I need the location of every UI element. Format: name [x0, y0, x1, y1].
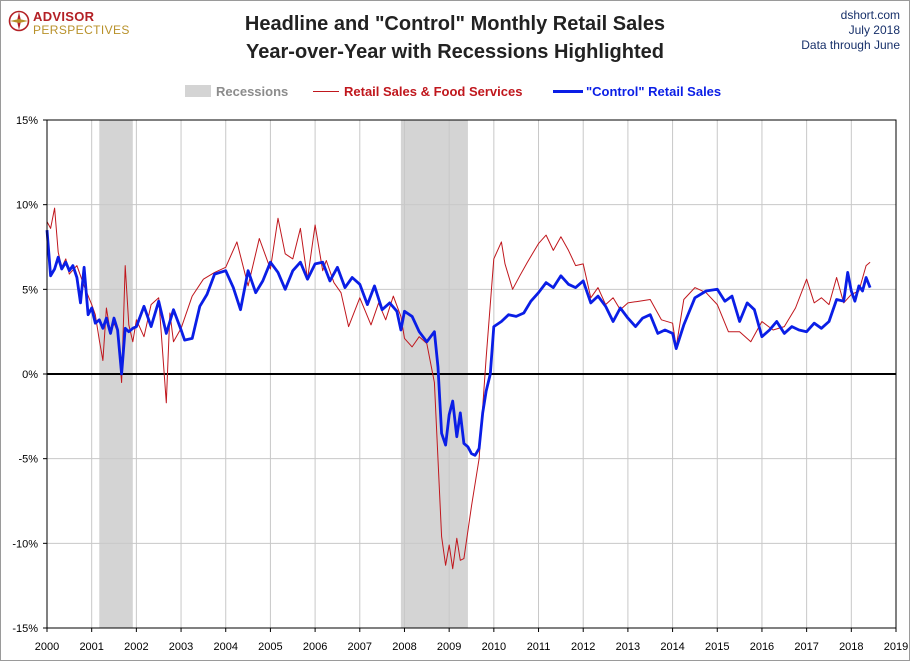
x-tick-label: 2007 [348, 641, 372, 653]
x-tick-label: 2011 [527, 641, 551, 653]
x-tick-label: 2010 [482, 641, 506, 653]
x-tick-label: 2012 [571, 641, 595, 653]
chart-title-line1: Headline and "Control" Monthly Retail Sa… [244, 13, 666, 35]
x-tick-label: 2015 [705, 641, 729, 653]
x-tick-label: 2004 [213, 641, 237, 653]
x-tick-label: 2006 [303, 641, 327, 653]
x-tick-label: 2019 [884, 641, 908, 653]
legend-control-swatch [553, 90, 583, 93]
y-axis-ticks: 15% 10% 5% 0% -5% -10% -15% [12, 115, 47, 635]
x-tick-label: 2001 [79, 641, 103, 653]
y-tick-label: 0% [22, 369, 38, 381]
legend-recessions-swatch [185, 85, 211, 97]
series-lines [45, 207, 872, 570]
legend-control-label: "Control" Retail Sales [586, 84, 722, 99]
x-tick-label: 2016 [750, 641, 774, 653]
y-tick-label: -10% [12, 538, 38, 550]
chart-title-line2: Year-over-Year with Recessions Highlight… [246, 41, 664, 63]
x-tick-label: 2003 [169, 641, 193, 653]
legend-recessions-label: Recessions [216, 84, 289, 99]
x-tick-label: 2005 [258, 641, 282, 653]
y-tick-label: 15% [16, 115, 38, 127]
logo-top-text: ADVISOR [33, 9, 95, 24]
source-date: July 2018 [848, 23, 900, 37]
x-tick-label: 2017 [794, 641, 818, 653]
y-tick-label: -5% [18, 454, 38, 466]
x-axis-ticks: 2000 2001 2002 2003 2004 2005 2006 2007 2008 2009… [35, 628, 908, 653]
legend-control: "Control" Retail Sales [553, 84, 721, 100]
compass-icon [8, 10, 30, 32]
x-tick-label: 2002 [124, 641, 148, 653]
control-series-line [45, 229, 872, 457]
source-site: dshort.com [840, 8, 900, 22]
y-tick-label: 10% [16, 200, 38, 212]
legend-recessions: Recessions [185, 84, 288, 100]
x-tick-label: 2014 [660, 641, 684, 653]
logo-bottom-text: PERSPECTIVES [33, 23, 130, 37]
legend-headline-swatch [313, 91, 339, 92]
x-tick-label: 2013 [616, 641, 640, 653]
legend-headline: Retail Sales & Food Services [313, 84, 522, 100]
y-tick-label: -15% [12, 623, 38, 635]
legend-headline-label: Retail Sales & Food Services [344, 84, 523, 99]
brand-logo: ADVISOR PERSPECTIVES [8, 8, 138, 42]
x-tick-label: 2009 [437, 641, 461, 653]
x-tick-label: 2008 [392, 641, 416, 653]
source-note: Data through June [801, 38, 900, 52]
plot-area-border [46, 119, 897, 629]
y-tick-label: 5% [22, 284, 38, 296]
headline-series-line [46, 207, 871, 570]
x-tick-label: 2018 [839, 641, 863, 653]
x-tick-label: 2000 [35, 641, 59, 653]
